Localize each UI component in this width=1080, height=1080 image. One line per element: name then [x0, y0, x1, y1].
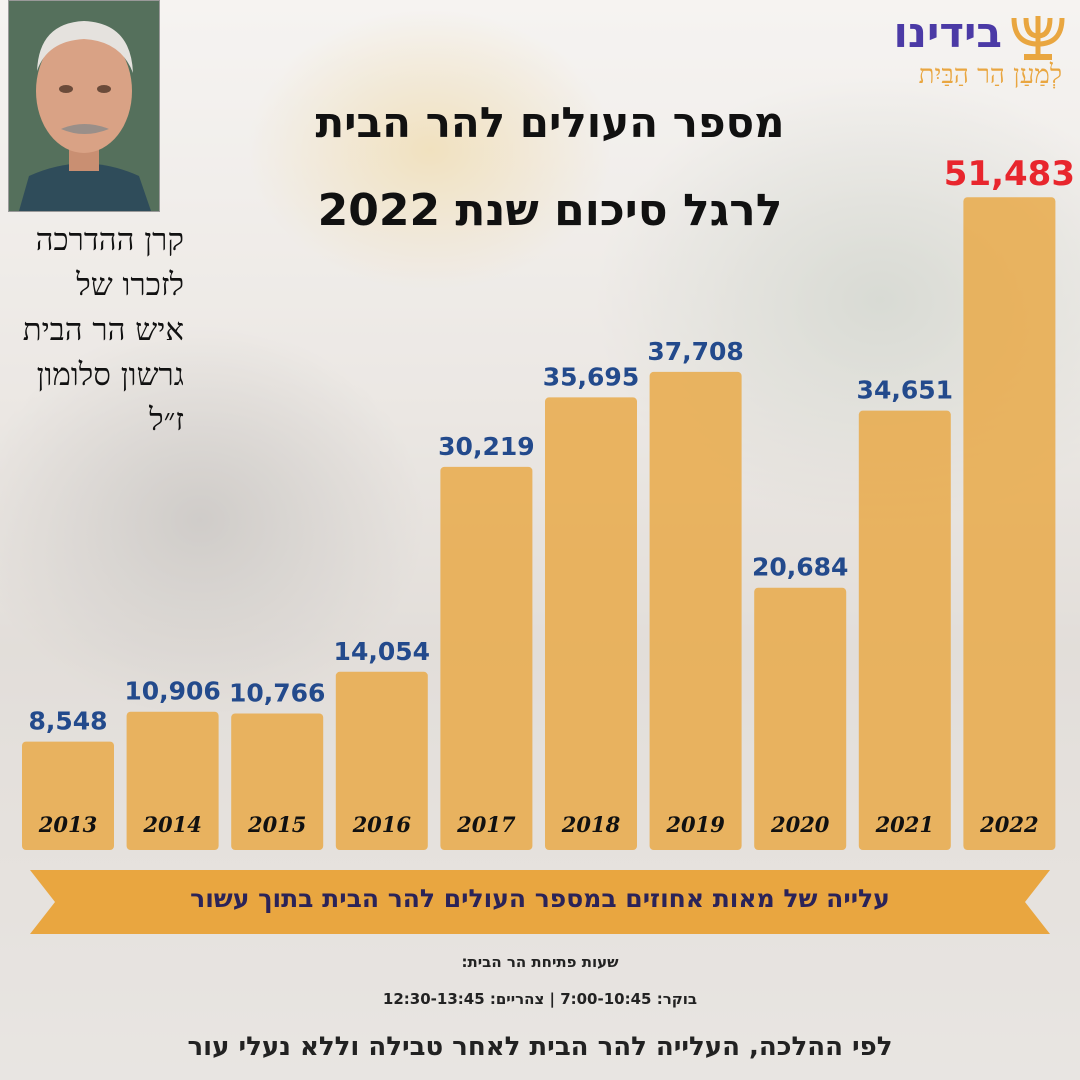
data-label-2020: 20,684: [752, 553, 848, 582]
bar-2018: [545, 397, 637, 850]
category-label-2022: 2022: [979, 812, 1038, 837]
organization-logo: בידינו לְמַעַן הַר הַבַּיִת: [832, 6, 1072, 96]
bar-2017: [440, 466, 533, 850]
category-label-2020: 2020: [770, 812, 830, 837]
category-label-2018: 2018: [561, 812, 621, 837]
opening-hours-text: בוקר: 7:00-10:45 | צהריים: 12:30-13:45: [382, 990, 698, 1008]
data-label-2019: 37,708: [647, 337, 743, 366]
category-label-2015: 2015: [247, 812, 306, 837]
tribute-line: קרן ההדרכה: [35, 222, 184, 258]
bar-2013: [22, 741, 114, 850]
logo-tagline: לְמַעַן הַר הַבַּיִת: [918, 60, 1062, 90]
bar-chart: 8,548 2013 10,906 2014 10,766 2015 14,054 2016 3…: [22, 154, 1075, 850]
chart-title: מספר העולים להר הבית: [315, 98, 785, 147]
banner-ribbon: [30, 870, 1050, 934]
data-label-2015: 10,766: [229, 678, 325, 707]
data-label-2021: 34,651: [857, 376, 953, 405]
category-label-2021: 2021: [875, 812, 934, 837]
banner-text: עלייה של מאות אחוזים במספר העולים להר הב…: [190, 884, 890, 913]
tribute-line: לזכרו של: [76, 267, 184, 303]
data-label-2016: 14,054: [334, 637, 430, 666]
bar-2020: [754, 587, 847, 850]
data-label-2018: 35,695: [543, 362, 639, 391]
category-label-2013: 2013: [38, 812, 97, 837]
category-label-2019: 2019: [665, 812, 725, 837]
bar-2014: [126, 711, 219, 850]
memorial-tribute: קרן ההדרכה לזכרו של איש הר הבית גרשון סל…: [8, 218, 184, 443]
data-label-2022: 51,483: [944, 154, 1075, 194]
logo-wordmark: בידינו: [893, 8, 1003, 57]
bar-2016: [335, 671, 428, 850]
opening-hours-title: שעות פתיחת הר הבית:: [461, 953, 619, 971]
category-label-2014: 2014: [142, 812, 201, 837]
category-label-2017: 2017: [456, 812, 516, 837]
footer-note: לפי ההלכה, העלייה להר הבית לאחר טבילה ול…: [187, 1032, 893, 1062]
data-label-2017: 30,219: [438, 432, 534, 461]
tribute-line: גרשון סלומון: [36, 357, 184, 393]
banner: עלייה של מאות אחוזים במספר העולים להר הב…: [30, 870, 1050, 934]
portrait-photo: [8, 0, 160, 212]
tribute-line: ז״ל: [149, 402, 184, 438]
menorah-icon: [1011, 16, 1065, 60]
chart-subtitle: לרגל סיכום שנת 2022: [317, 185, 783, 236]
bar-2019: [649, 371, 742, 850]
tribute-line: איש הר הבית: [22, 312, 184, 348]
data-label-2014: 10,906: [124, 677, 220, 706]
portrait-illustration: [9, 1, 159, 211]
bar-2022: [963, 197, 1056, 850]
category-label-2016: 2016: [352, 812, 412, 837]
data-label-2013: 8,548: [28, 707, 107, 736]
bar-2015: [231, 713, 324, 850]
bar-2021: [858, 410, 951, 850]
